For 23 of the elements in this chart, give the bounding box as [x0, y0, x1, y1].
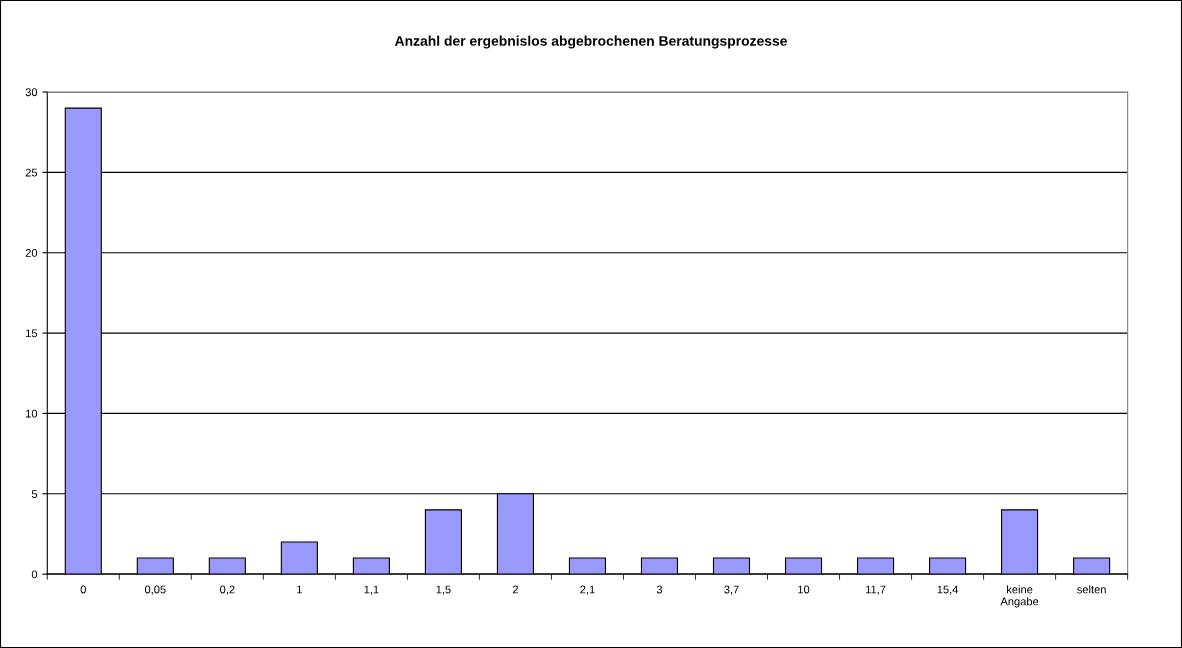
x-tick-label: 1,5 [436, 585, 451, 595]
y-tick-label: 30 [25, 88, 38, 97]
x-tick-label: 1 [297, 585, 302, 594]
x-tick-label: 3 [656, 585, 663, 594]
y-tick-label: 25 [25, 168, 38, 177]
y-tick-label: 15 [26, 329, 38, 338]
x-tick-label: 3,7 [724, 585, 739, 595]
x-tick-label: 0,2 [220, 585, 235, 595]
x-tick-label: selten [1077, 585, 1106, 594]
x-tick-label: 15,4 [937, 585, 959, 595]
x-tick-label: 0,05 [144, 585, 166, 595]
x-tick-label: 1,1 [364, 585, 379, 595]
x-tick-label: 11,7 [865, 585, 886, 595]
y-tick-label: 10 [26, 409, 38, 418]
x-tick-label: 2,1 [580, 585, 595, 595]
x-tick-label: 2 [512, 585, 518, 594]
y-tick-label: 0 [31, 570, 38, 579]
chart-title: Anzahl der ergebnislos abgebrochenen Beratungsprozesse [394, 35, 787, 49]
y-tick-label: 20 [25, 248, 38, 257]
y-tick-label: 5 [31, 490, 38, 498]
x-tick-label: 0 [80, 585, 86, 594]
x-tick-label: 10 [798, 585, 810, 594]
x-tick-label: keine Angabe [1000, 585, 1039, 608]
